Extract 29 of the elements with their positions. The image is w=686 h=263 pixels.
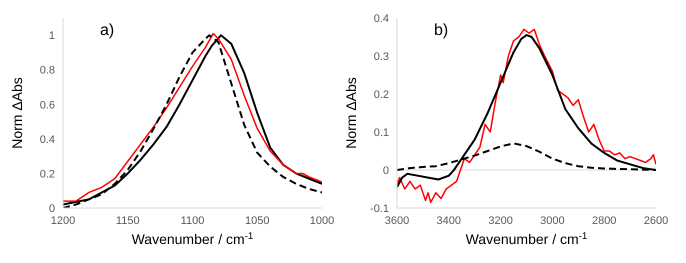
y-tick-label: 1	[48, 30, 55, 42]
y-tick-label: 0.2	[374, 88, 389, 101]
x-tick-label: 1200	[50, 214, 76, 227]
y-tick-label: 0.4	[40, 134, 55, 146]
x-tick-label: 2800	[592, 214, 616, 227]
x-tick-label: 1050	[245, 214, 270, 227]
x-tick-label: 1000	[310, 214, 334, 227]
y-tick-label: 0.8	[40, 64, 55, 77]
y-axis-title: Norm ΔAbs	[343, 77, 359, 149]
x-tick-label: 1100	[180, 214, 204, 227]
x-axis-title: Wavenumber / cm$^{-1}$	[132, 230, 254, 247]
y-tick-label: 0.3	[374, 50, 389, 63]
y-tick-label: 0	[48, 202, 55, 215]
y-tick-label: 0.1	[374, 126, 389, 139]
y-tick-label: 0	[382, 164, 389, 177]
x-tick-label: 3400	[436, 214, 462, 227]
x-tick-label: 1150	[116, 214, 140, 227]
annotation: a)	[100, 22, 114, 40]
y-tick-label: 0.6	[40, 99, 55, 112]
y-tick-label: -0.1	[370, 202, 389, 215]
x-tick-label: 2600	[644, 214, 668, 227]
y-tick-label: 0.2	[40, 168, 55, 180]
x-tick-label: 3200	[488, 214, 513, 227]
y-axis-title: Norm ΔAbs	[9, 77, 25, 149]
y-tick-label: 0.4	[374, 12, 389, 25]
annotation: b)	[434, 22, 448, 40]
x-tick-label: 3000	[540, 214, 565, 227]
x-tick-label: 3600	[384, 214, 410, 227]
x-axis-title: Wavenumber / cm$^{-1}$	[466, 230, 588, 247]
